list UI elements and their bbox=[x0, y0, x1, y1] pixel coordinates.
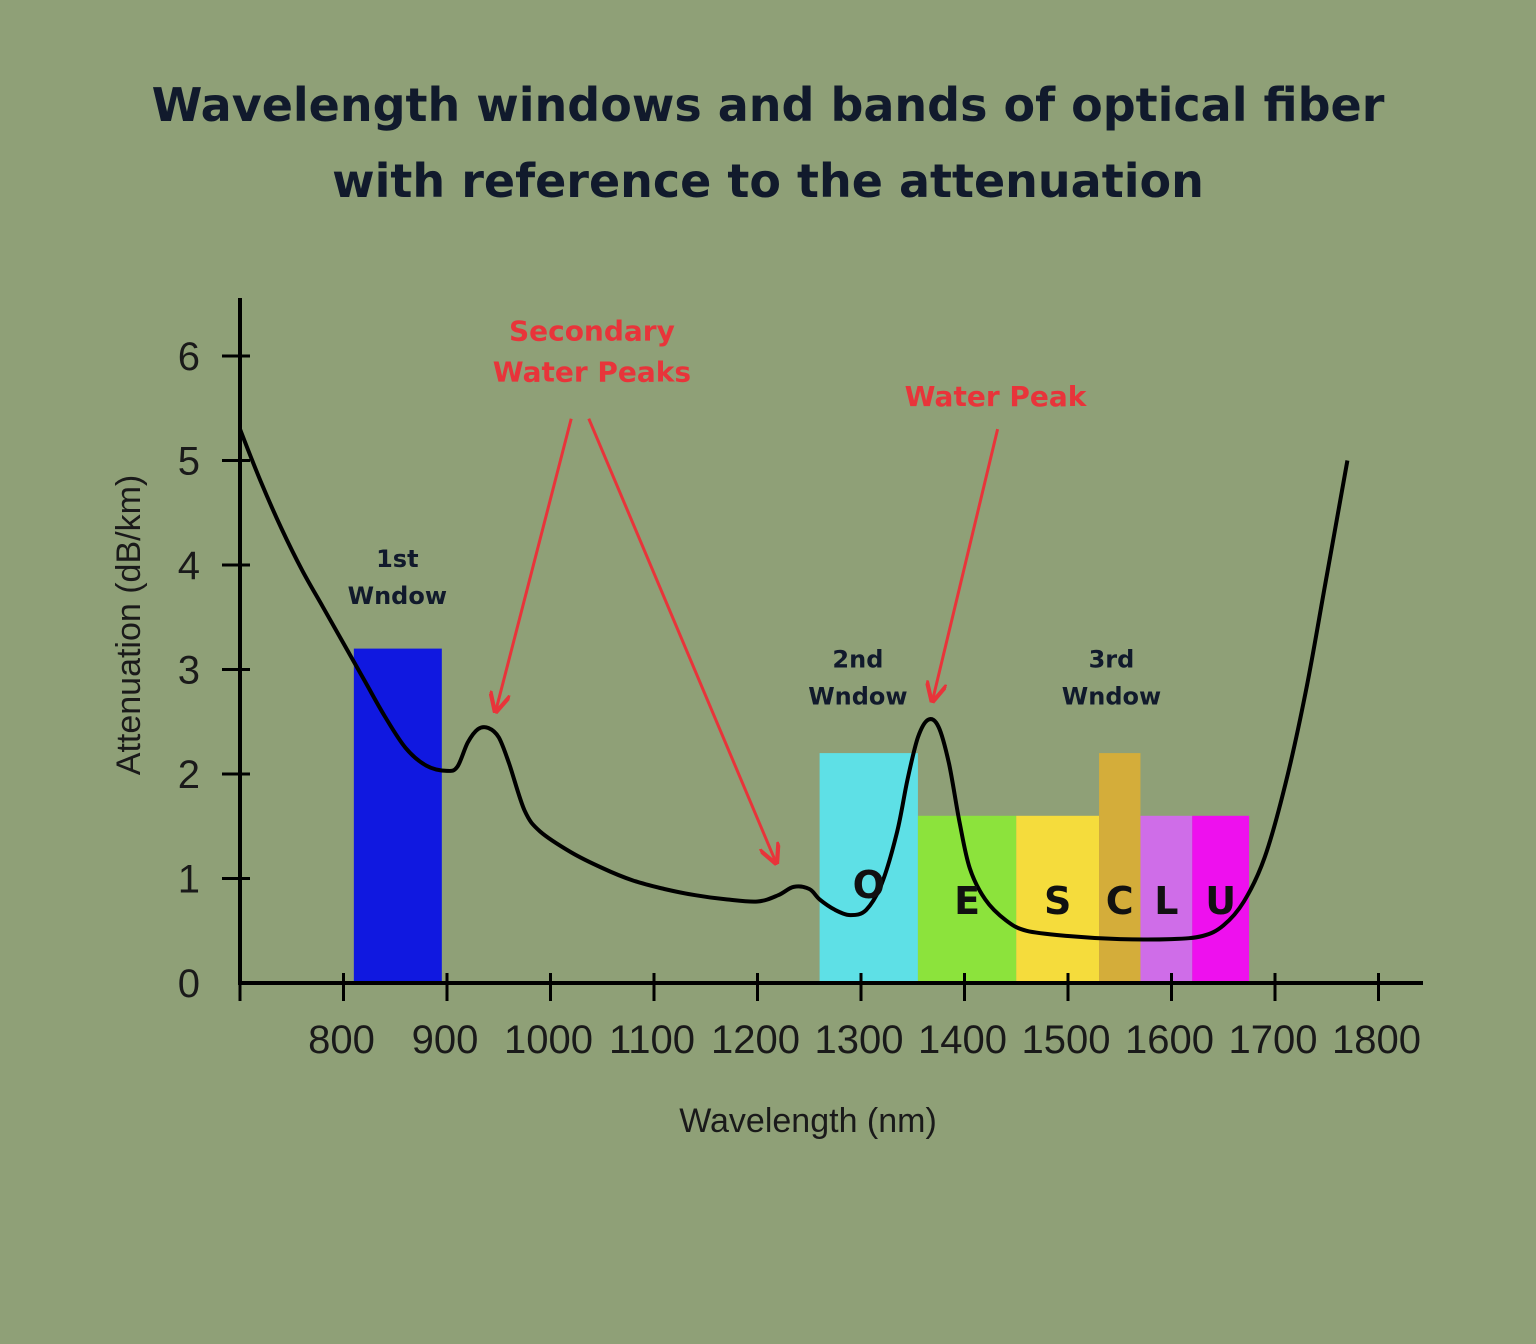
band-rect-e bbox=[917, 815, 1017, 983]
band-rect-s bbox=[1016, 815, 1100, 983]
x-tick-label: 800 bbox=[308, 1018, 375, 1062]
axes-layer: 0 1 2 3 4 5 6 800 900 1000 1100 1200 1300 1400 1500 160… bbox=[178, 298, 1423, 1062]
annotation-arrow bbox=[587, 418, 776, 863]
window-label-2: 2nd bbox=[832, 645, 883, 673]
annotation-text-2: Water Peak bbox=[905, 380, 1088, 413]
window-label-1: Wndow bbox=[348, 582, 447, 610]
x-tick-label: 1600 bbox=[1125, 1018, 1214, 1062]
window-label-2: Wndow bbox=[808, 682, 907, 710]
window-label-3: 3rd bbox=[1089, 645, 1135, 673]
y-tick-label: 3 bbox=[178, 649, 200, 693]
y-tick-label: 4 bbox=[178, 544, 200, 588]
band-label-l: L bbox=[1154, 879, 1178, 923]
annotation-arrow bbox=[932, 428, 1000, 701]
chart-title-line-1: Wavelength windows and bands of optical … bbox=[152, 78, 1385, 132]
x-tick-label: 1700 bbox=[1229, 1018, 1318, 1062]
window-label-3: Wndow bbox=[1062, 682, 1161, 710]
x-tick-label: 1400 bbox=[918, 1018, 1007, 1062]
annotation-text-1: Secondary bbox=[509, 314, 675, 347]
x-tick-label: 1300 bbox=[815, 1018, 904, 1062]
curve-layer bbox=[238, 428, 1350, 942]
x-tick-label: 1500 bbox=[1022, 1018, 1111, 1062]
band-label-s: S bbox=[1044, 879, 1071, 923]
band-rect-o bbox=[819, 753, 918, 983]
y-tick-label: 6 bbox=[178, 335, 200, 379]
y-axis-label: Attenuation (dB/km) bbox=[110, 475, 148, 775]
band-label-u: U bbox=[1205, 879, 1236, 923]
chart-title: Wavelength windows and bands of optical … bbox=[152, 78, 1385, 208]
labels-layer: O E S C L U 1st Wndow 2nd Wndow 3rd Wndow bbox=[348, 545, 1236, 923]
x-tick-label: 1200 bbox=[711, 1018, 800, 1062]
band-label-e: E bbox=[954, 879, 980, 923]
annotations-layer: Secondary Water Peaks Water Peak bbox=[493, 314, 1088, 863]
band-rect-first-window bbox=[353, 648, 442, 983]
y-tick-label: 0 bbox=[178, 962, 200, 1006]
band-rect-u bbox=[1192, 815, 1250, 983]
y-tick-label: 2 bbox=[178, 753, 200, 797]
x-tick-label: 1000 bbox=[504, 1018, 593, 1062]
x-tick-label: 900 bbox=[412, 1018, 479, 1062]
annotation-arrow bbox=[496, 418, 573, 712]
x-tick-label: 1800 bbox=[1332, 1018, 1421, 1062]
band-label-o: O bbox=[853, 863, 885, 907]
window-label-1: 1st bbox=[376, 545, 418, 573]
band-rect-c bbox=[1099, 753, 1141, 983]
chart-title-line-2: with reference to the attenuation bbox=[332, 154, 1204, 208]
band-label-c: C bbox=[1106, 879, 1134, 923]
x-axis-label: Wavelength (nm) bbox=[679, 1102, 937, 1140]
band-rect-l bbox=[1140, 815, 1193, 983]
attenuation-curve bbox=[238, 428, 1350, 942]
bands-layer bbox=[353, 648, 1250, 983]
y-tick-label: 5 bbox=[178, 440, 200, 484]
x-tick-label: 1100 bbox=[609, 1018, 695, 1062]
y-tick-label: 1 bbox=[178, 858, 200, 902]
annotation-text-1: Water Peaks bbox=[493, 355, 691, 388]
